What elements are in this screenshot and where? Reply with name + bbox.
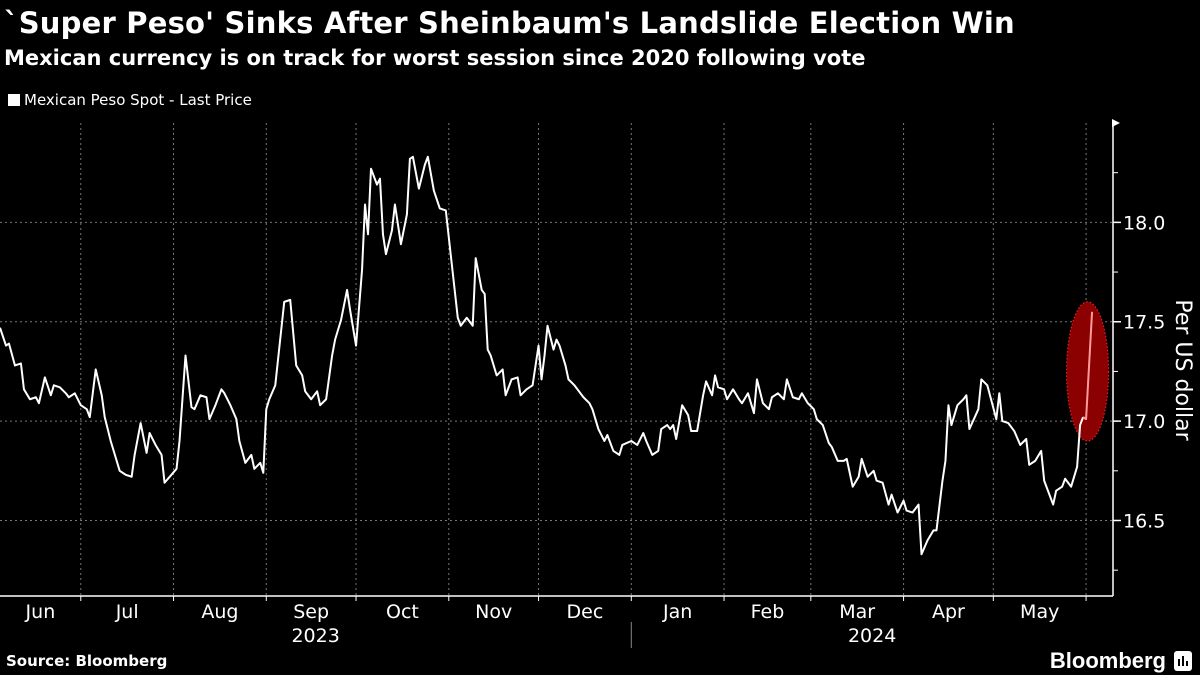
x-year-label: 2023 (291, 625, 339, 647)
series-layer (0, 155, 1094, 556)
chart-title: `Super Peso' Sinks After Sheinbaum's Lan… (4, 6, 1015, 40)
series-line-highlighted (1082, 311, 1094, 421)
x-axis: Jun Jul Aug Sep Oct Nov Dec Jan Feb Mar Apr May 2023… (0, 595, 1113, 648)
x-month-label: Oct (386, 601, 419, 623)
x-month-label: Jan (662, 601, 692, 623)
x-month-label: Sep (293, 601, 329, 623)
x-month-label: Apr (932, 601, 965, 623)
y-tick-label: 17.0 (1123, 411, 1165, 433)
y-tick-label: 16.5 (1123, 510, 1165, 532)
x-month-label: Jun (25, 601, 56, 623)
y-axis-label: Per US dollar (1170, 299, 1195, 441)
x-month-label: Aug (201, 601, 238, 623)
x-month-label: Feb (751, 601, 785, 623)
gridlines (0, 123, 1113, 596)
chart-subtitle: Mexican currency is on track for worst s… (4, 46, 866, 70)
y-axis: 16.5 17.0 17.5 18.0 (1112, 119, 1165, 596)
x-year-label: 2024 (848, 625, 896, 647)
bloomberg-chart-icon (1174, 651, 1192, 671)
logo-wordmark: Bloomberg (1049, 648, 1166, 673)
y-tick-label: 17.5 (1123, 312, 1165, 334)
series-line (0, 155, 1085, 556)
x-month-label: Nov (475, 601, 512, 623)
x-month-label: May (1020, 601, 1059, 623)
y-axis-arrow (1112, 119, 1120, 127)
highlight-layer (1065, 301, 1110, 442)
source-note: Source: Bloomberg (6, 652, 168, 670)
x-month-label: Dec (567, 601, 604, 623)
legend: Mexican Peso Spot - Last Price (8, 91, 252, 109)
highlight-ellipse (1065, 301, 1110, 442)
bloomberg-logo: Bloomberg (1050, 648, 1192, 674)
x-month-label: Jul (115, 601, 139, 623)
x-month-label: Mar (839, 601, 875, 623)
legend-swatch (8, 94, 20, 106)
y-tick-label: 18.0 (1123, 212, 1165, 234)
legend-label: Mexican Peso Spot - Last Price (24, 91, 252, 109)
